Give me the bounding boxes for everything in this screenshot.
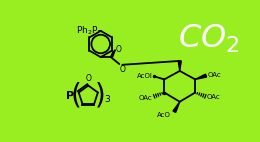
Polygon shape [173, 102, 180, 112]
Text: O: O [115, 45, 121, 54]
Text: AcOI: AcOI [137, 73, 153, 79]
Text: Ph$_2$P: Ph$_2$P [76, 25, 98, 37]
Text: P: P [66, 91, 74, 101]
Text: ): ) [95, 82, 106, 110]
Text: AcO: AcO [157, 112, 171, 118]
Text: OAc: OAc [208, 72, 222, 78]
Polygon shape [195, 74, 207, 79]
Text: OAc: OAc [207, 94, 221, 100]
Polygon shape [178, 61, 181, 71]
Text: O: O [85, 74, 91, 83]
Text: O: O [120, 65, 126, 74]
Text: (: ( [70, 82, 81, 110]
Text: OAc: OAc [139, 95, 153, 101]
Text: 3: 3 [105, 95, 110, 104]
Text: $\mathit{CO_2}$: $\mathit{CO_2}$ [178, 22, 240, 55]
